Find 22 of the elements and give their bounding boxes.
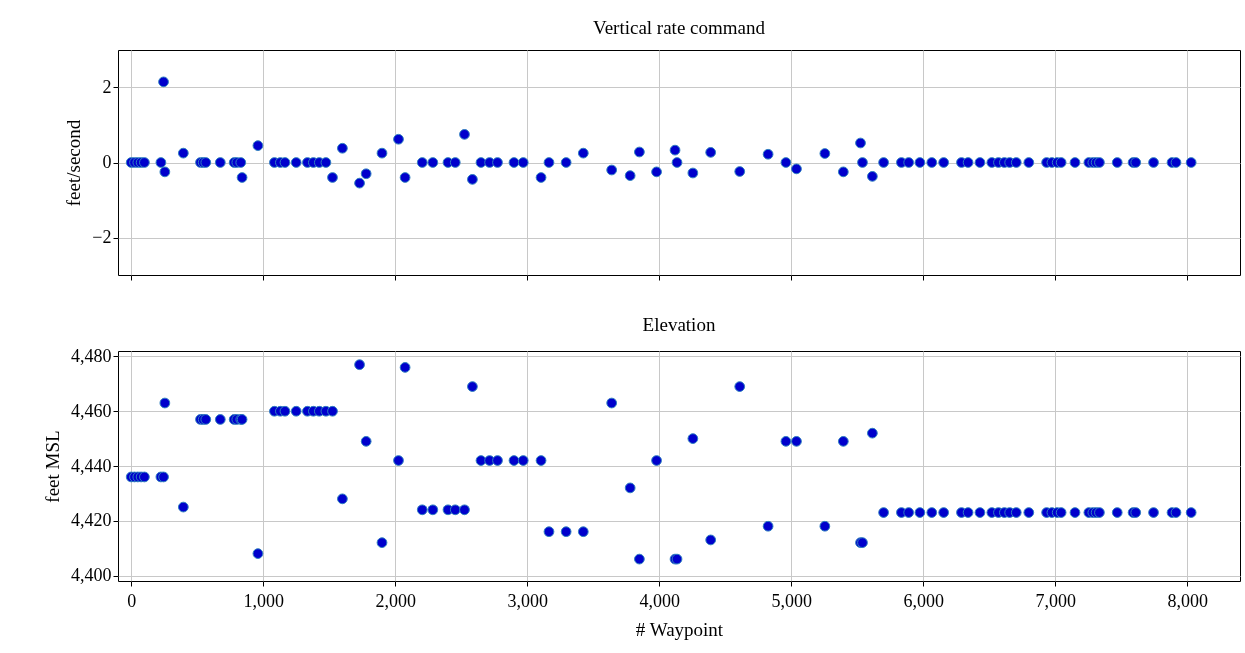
- y-tick-label: 4,480: [71, 345, 112, 366]
- x-tick-label: 1,000: [243, 590, 284, 611]
- x-tick-label: 8,000: [1167, 590, 1208, 611]
- y-tick-label: 4,440: [71, 455, 112, 476]
- x-tick-label: 4,000: [639, 590, 680, 611]
- x-tick-label: 0: [127, 590, 137, 611]
- y-tick-label: 2: [102, 77, 112, 97]
- chart-title: Elevation: [642, 314, 716, 336]
- y-tick-label: 0: [102, 152, 112, 172]
- y-tick-label: 4,420: [71, 510, 112, 531]
- x-tick-label: 5,000: [771, 590, 812, 611]
- y-tick-label: −2: [92, 227, 112, 247]
- x-tick-label: 6,000: [903, 590, 944, 611]
- y-tick-label: 4,460: [71, 400, 112, 421]
- y-tick-label: 4,400: [71, 565, 112, 586]
- y-axis-title: feet MSL: [42, 430, 63, 503]
- chart-title: Vertical rate command: [593, 17, 766, 38]
- x-tick-label: 2,000: [375, 590, 416, 611]
- y-axis-title: feet/second: [63, 119, 85, 207]
- x-tick-label: 7,000: [1035, 590, 1076, 611]
- x-tick-label: 3,000: [507, 590, 548, 611]
- x-axis-title: # Waypoint: [635, 618, 724, 640]
